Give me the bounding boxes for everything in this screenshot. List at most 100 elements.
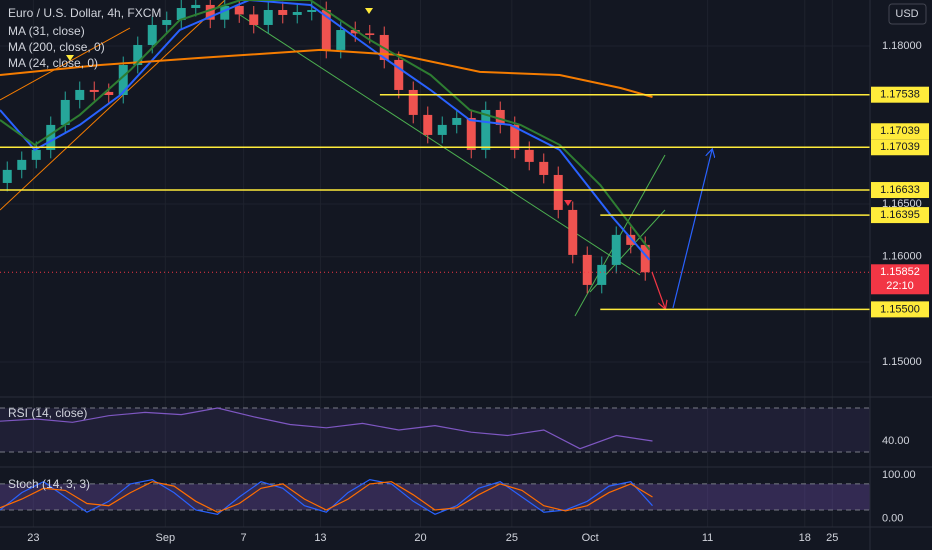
candle-body: [437, 124, 447, 135]
level-price-box: [871, 86, 929, 103]
channel-line: [0, 27, 131, 101]
x-tick-label: 13: [314, 532, 326, 544]
level-price-box: [871, 182, 929, 199]
candle-body: [582, 254, 592, 285]
candle-body: [75, 89, 85, 100]
candle-body: [495, 109, 505, 125]
rsi-value-label: 40.00: [882, 435, 910, 447]
level-price-box: [871, 139, 929, 156]
level-price-label: 1.15500: [880, 303, 920, 315]
y-tick-label: 1.16500: [882, 198, 922, 210]
x-tick-label: 11: [702, 532, 713, 544]
current-price-box: [871, 264, 929, 295]
candle-body: [17, 159, 27, 170]
level-price-label: 1.16395: [880, 209, 920, 221]
candle-body: [263, 10, 273, 25]
y-tick-label: 1.15000: [882, 356, 922, 368]
projection-arrow: [672, 150, 712, 309]
candle-body: [2, 169, 12, 183]
plot: [0, 0, 870, 311]
candle-body: [249, 14, 259, 25]
x-tick-label: 23: [27, 532, 39, 544]
x-tick-label: Sep: [156, 532, 176, 544]
candle-body: [408, 89, 418, 115]
level-price-box: [871, 207, 929, 224]
candle-body: [220, 6, 230, 20]
target-price-label: 1.17039: [880, 125, 920, 137]
candle-body: [292, 12, 302, 15]
candle-body: [452, 117, 462, 125]
candle-body: [466, 117, 476, 150]
stoch-band-fill: [0, 483, 870, 510]
stoch-line: [0, 481, 653, 513]
channel-line: [0, 0, 226, 211]
candle-body: [321, 10, 331, 50]
target-price-box: [871, 123, 929, 140]
candle-body: [104, 91, 114, 96]
candle-body: [626, 234, 636, 245]
indicator-label: MA (24, close, 0): [8, 56, 98, 70]
candle-body: [423, 114, 433, 135]
candle-body: [278, 10, 288, 15]
candle-body: [191, 4, 201, 9]
grid: [0, 0, 870, 527]
signal-marker: [365, 8, 373, 14]
symbol-title: Euro / U.S. Dollar, 4h, FXCM: [8, 6, 161, 20]
candle-body: [539, 161, 549, 175]
candle-body: [46, 124, 56, 150]
y-tick-label: 1.18000: [882, 40, 922, 52]
moving-average: [0, 0, 651, 251]
candle-body: [147, 24, 157, 45]
candle-body: [336, 30, 346, 50]
candle-body: [568, 209, 578, 255]
candle-body: [611, 234, 621, 265]
level-price-box: [871, 301, 929, 318]
candle-body: [553, 174, 563, 210]
stoch-tick-label: 100.00: [882, 469, 916, 481]
signal-marker: [564, 200, 572, 206]
candle-body: [205, 4, 215, 20]
x-tick-label: 25: [826, 532, 838, 544]
x-tick-label: 18: [799, 532, 811, 544]
stoch-line: [0, 478, 653, 515]
candle-body: [640, 244, 650, 273]
current-price-label: 1.15852: [880, 266, 920, 278]
candle-body: [31, 149, 41, 160]
candle-body: [350, 30, 360, 34]
level-price-label: 1.16633: [880, 184, 920, 196]
candle-body: [133, 44, 143, 65]
x-tick-label: Oct: [582, 532, 599, 544]
indicator-label: MA (200, close, 0): [8, 40, 105, 54]
stoch-tick-label: 0.00: [882, 513, 903, 525]
candle-body: [307, 10, 317, 13]
candle-body: [118, 64, 128, 96]
candle-body: [365, 33, 375, 35]
x-tick-label: 20: [414, 532, 426, 544]
candle-body: [394, 59, 404, 90]
level-price-label: 1.17039: [880, 141, 920, 153]
candle-body: [597, 264, 607, 285]
x-tick-label: 7: [241, 532, 247, 544]
overlay: 23 Sep 7 13 20 25 Oct 11 18 25 1.18000 1.16500 1.160…: [0, 24, 929, 544]
indicator-label: MA (31, close): [8, 24, 85, 38]
candle-body: [176, 8, 186, 21]
rsi-line: [0, 407, 653, 450]
y-tick-label: 1.16000: [882, 251, 922, 263]
candle-body: [524, 149, 534, 162]
candle-body: [162, 20, 172, 25]
candle-body: [60, 99, 70, 125]
moving-average: [0, 0, 651, 261]
candle-body: [89, 89, 99, 92]
currency-button[interactable]: [888, 3, 927, 25]
rsi-band-fill: [0, 408, 870, 453]
stoch-label: Stoch (14, 3, 3): [8, 477, 90, 491]
level-price-label: 1.17538: [880, 89, 920, 101]
candle-body: [234, 6, 244, 15]
moving-average: [0, 48, 653, 98]
countdown-label: 22:10: [886, 280, 914, 292]
signal-marker: [66, 55, 74, 61]
candle-body: [481, 109, 491, 150]
